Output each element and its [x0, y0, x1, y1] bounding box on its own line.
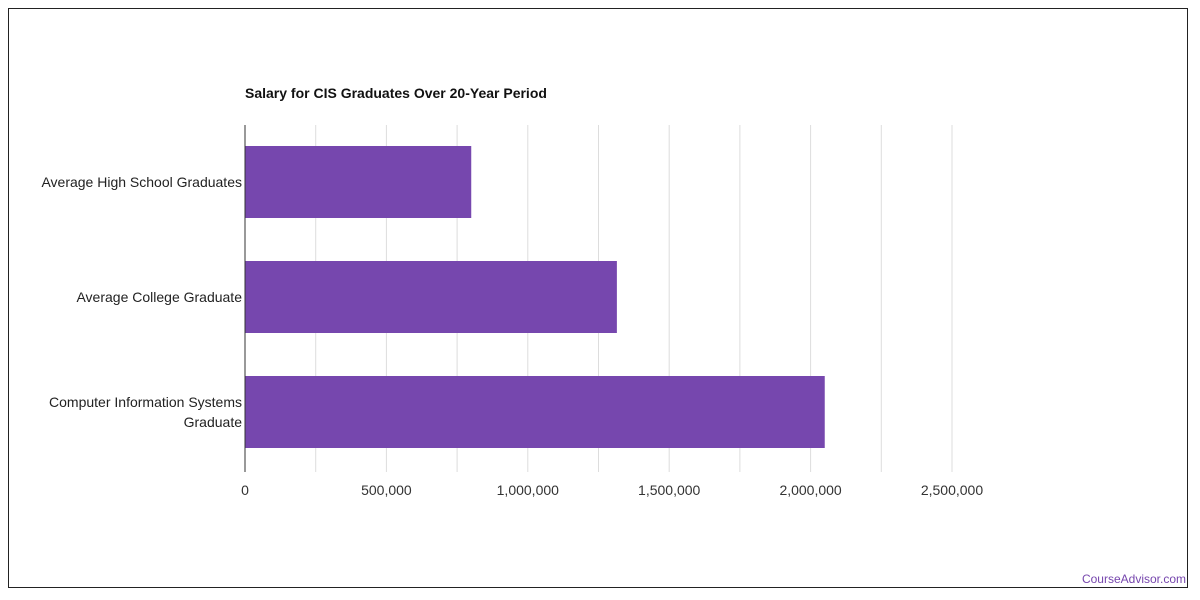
source-credit-link[interactable]: CourseAdvisor.com: [1081, 572, 1186, 586]
bar: [245, 261, 617, 333]
bars: [245, 146, 825, 448]
x-tick-label: 0: [241, 482, 249, 498]
labels: Average High School Graduates Average Col…: [41, 174, 983, 498]
x-tick-label: 500,000: [361, 482, 412, 498]
bar: [245, 146, 472, 218]
x-tick-label: 1,000,000: [497, 482, 559, 498]
x-tick-label: 1,500,000: [638, 482, 700, 498]
category-label: Computer Information Systems: [49, 394, 242, 410]
category-label: Average College Graduate: [76, 289, 242, 305]
category-label: Graduate: [184, 414, 243, 430]
x-tick-label: 2,500,000: [921, 482, 983, 498]
x-tick-label: 2,000,000: [779, 482, 841, 498]
chart-title: Salary for CIS Graduates Over 20-Year Pe…: [245, 85, 547, 101]
category-label: Average High School Graduates: [41, 174, 242, 190]
bar: [245, 376, 825, 448]
